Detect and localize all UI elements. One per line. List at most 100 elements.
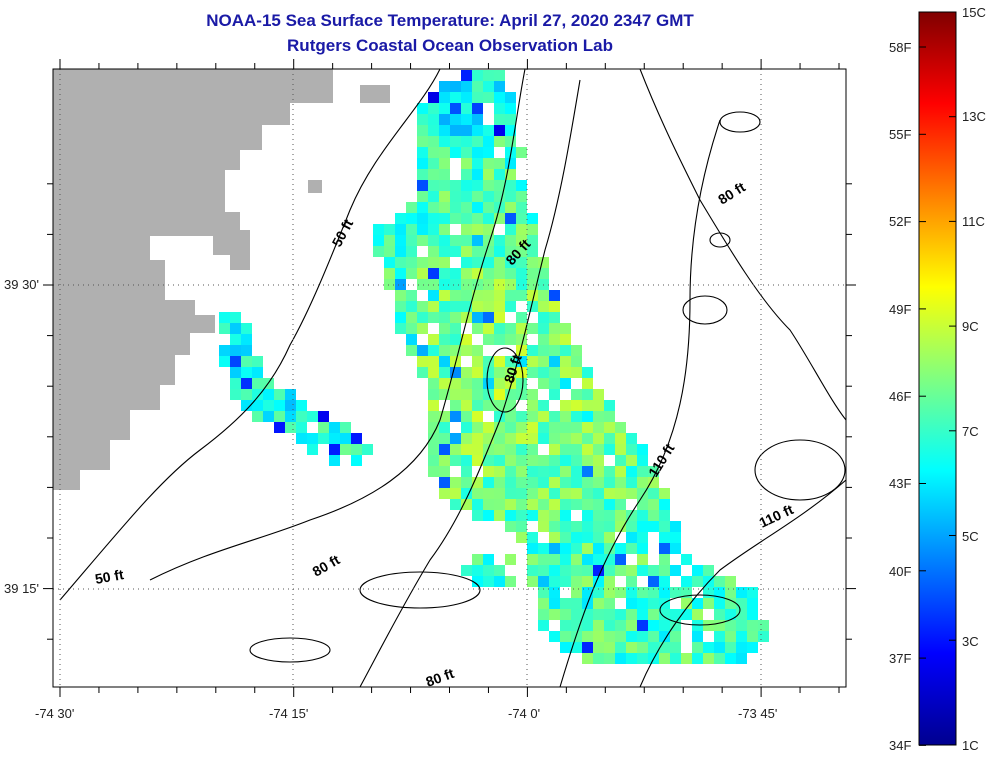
sst-cell <box>593 521 604 532</box>
sst-cell <box>461 114 472 125</box>
sst-cell <box>604 576 615 587</box>
sst-cell <box>527 565 538 576</box>
sst-cell <box>527 224 538 235</box>
sst-cell <box>494 169 505 180</box>
sst-cell <box>494 257 505 268</box>
sst-cell <box>450 378 461 389</box>
sst-cell <box>472 455 483 466</box>
sst-cell <box>615 543 626 554</box>
colorbar-ticks <box>919 11 956 746</box>
sst-cell <box>615 444 626 455</box>
sst-cell <box>472 180 483 191</box>
sst-cell <box>516 268 527 279</box>
sst-cell <box>428 235 439 246</box>
sst-cell <box>483 290 494 301</box>
sst-cell <box>340 422 351 433</box>
sst-cell <box>494 136 505 147</box>
sst-cell <box>395 213 406 224</box>
sst-cell <box>747 587 758 598</box>
sst-cell <box>505 301 516 312</box>
sst-cell <box>626 598 637 609</box>
sst-cell <box>461 433 472 444</box>
sst-cell <box>450 290 461 301</box>
sst-cell <box>439 323 450 334</box>
sst-cell <box>417 312 428 323</box>
sst-cell <box>527 323 538 334</box>
sst-cell <box>615 510 626 521</box>
sst-cell <box>461 224 472 235</box>
sst-cell <box>648 620 659 631</box>
sst-cell <box>560 521 571 532</box>
sst-cell <box>439 345 450 356</box>
sst-cell <box>439 268 450 279</box>
sst-cell <box>373 224 384 235</box>
sst-cell <box>494 400 505 411</box>
sst-cell <box>582 631 593 642</box>
sst-cell <box>505 158 516 169</box>
sst-cell <box>428 301 439 312</box>
sst-cell <box>285 400 296 411</box>
sst-cell <box>648 598 659 609</box>
sst-cell <box>461 499 472 510</box>
sst-cell <box>483 378 494 389</box>
sst-cell <box>417 213 428 224</box>
sst-cell <box>615 422 626 433</box>
sst-cell <box>626 543 637 554</box>
sst-cell <box>472 81 483 92</box>
sst-cell <box>483 169 494 180</box>
sst-cell <box>252 356 263 367</box>
sst-cell <box>571 400 582 411</box>
sst-cell <box>527 246 538 257</box>
sst-cell <box>461 169 472 180</box>
sst-cell <box>472 213 483 224</box>
sst-cell <box>450 499 461 510</box>
sst-cell <box>593 488 604 499</box>
sst-cell <box>670 653 681 664</box>
sst-cell <box>494 290 505 301</box>
sst-cell <box>285 422 296 433</box>
sst-cell <box>296 433 307 444</box>
sst-cell <box>494 213 505 224</box>
sst-cell <box>428 466 439 477</box>
sst-cell <box>560 543 571 554</box>
sst-cell <box>516 224 527 235</box>
sst-cell <box>604 466 615 477</box>
sst-cell <box>714 620 725 631</box>
colorbar <box>918 11 957 746</box>
sst-cell <box>450 279 461 290</box>
sst-cell <box>549 488 560 499</box>
sst-cell <box>593 422 604 433</box>
sst-cell <box>516 444 527 455</box>
sst-cell <box>560 499 571 510</box>
sst-cell <box>637 488 648 499</box>
sst-cell <box>263 400 274 411</box>
sst-cell <box>637 587 648 598</box>
sst-cell <box>736 587 747 598</box>
sst-cell <box>571 521 582 532</box>
sst-cell <box>494 81 505 92</box>
sst-cell <box>593 565 604 576</box>
sst-cell <box>439 422 450 433</box>
sst-cell <box>626 609 637 620</box>
sst-cell <box>450 367 461 378</box>
isobath-label: 50 ft <box>94 566 125 587</box>
sst-cell <box>527 235 538 246</box>
sst-cell <box>659 510 670 521</box>
sst-cell <box>648 642 659 653</box>
sst-cell <box>417 323 428 334</box>
sst-cell <box>659 499 670 510</box>
sst-cell <box>505 466 516 477</box>
sst-cell <box>472 301 483 312</box>
sst-cell <box>681 598 692 609</box>
sst-cell <box>406 202 417 213</box>
sst-cell <box>736 642 747 653</box>
sst-cell <box>725 642 736 653</box>
sst-cell <box>483 213 494 224</box>
sst-cell <box>549 444 560 455</box>
sst-cell <box>571 554 582 565</box>
sst-cell <box>593 532 604 543</box>
sst-cell <box>450 345 461 356</box>
sst-cell <box>637 565 648 576</box>
sst-cell <box>406 246 417 257</box>
sst-cell <box>241 356 252 367</box>
